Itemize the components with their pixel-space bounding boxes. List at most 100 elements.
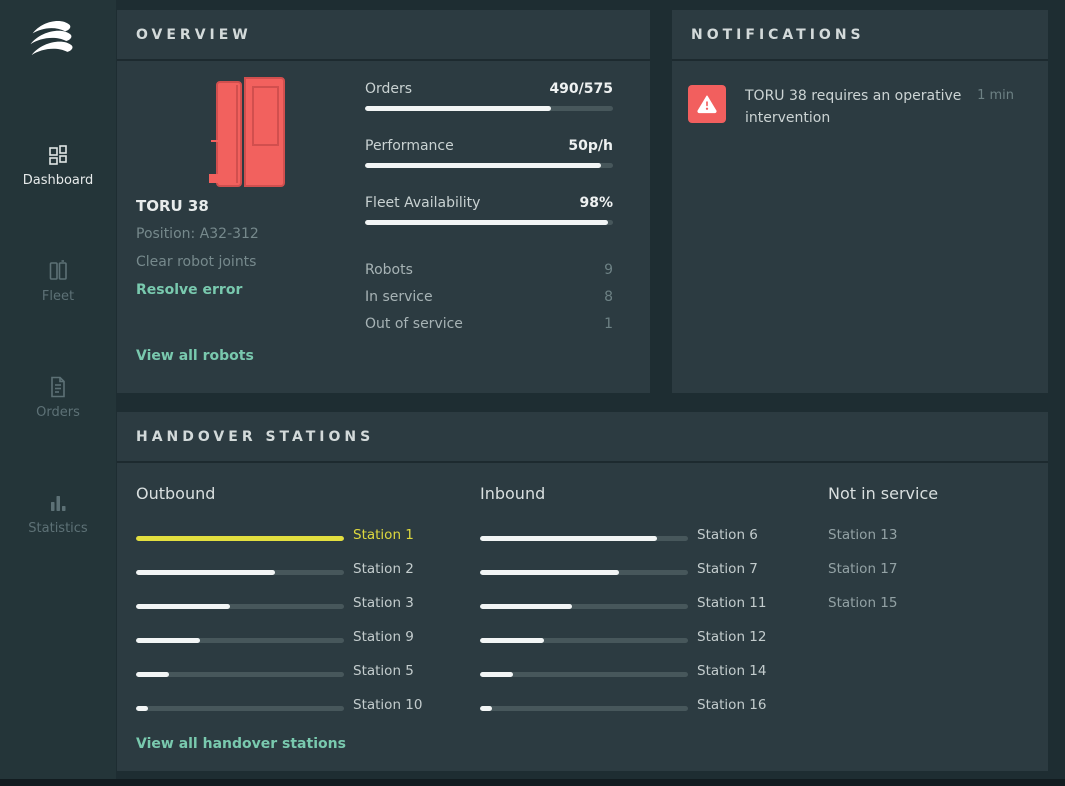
metric-value: 98% [579,195,613,211]
overview-panel: OVERVIEW TORU 38 Position: A32-312 Clear… [117,10,650,393]
station-label: Station 9 [353,629,414,645]
station-progress-track [136,638,344,643]
metric-performance: Performance 50p/h [365,136,613,168]
notifications-title: NOTIFICATIONS [691,26,865,43]
metric-progress-track [365,106,613,111]
station-row: Station 7 [480,552,766,586]
station-progress-track [480,638,688,643]
station-label: Station 12 [697,629,767,645]
view-all-handover-link[interactable]: View all handover stations [136,736,346,752]
station-label: Station 6 [697,527,758,543]
station-progress-fill [480,570,620,575]
count-value: 8 [604,288,613,305]
station-row: Station 15 [828,586,938,620]
handover-column-outbound: Outbound Station 1 Station 2 Station 3 Stati… [136,484,422,722]
metric-head: Orders 490/575 [365,79,613,99]
station-label: Station 7 [697,561,758,577]
station-label: Station 10 [353,697,423,713]
station-progress-fill [136,672,170,677]
window-bottom-edge [0,779,1065,786]
notification-time: 1 min [977,88,1014,103]
count-value: 1 [604,315,613,332]
metric-value: 50p/h [568,138,613,154]
notifications-panel: NOTIFICATIONS TORU 38 requires an operat… [672,10,1048,393]
overview-metrics: Orders 490/575 Performance 50p/h Fleet Avail… [365,79,613,250]
station-progress-track [136,536,344,541]
station-row: Station 3 [136,586,422,620]
count-value: 9 [604,261,613,278]
station-progress-track [136,706,344,711]
station-row: Station 16 [480,688,766,722]
column-heading: Inbound [480,484,546,503]
robot-position: Position: A32-312 [136,226,259,242]
sidebar-item-label: Statistics [28,521,88,536]
sidebar-item-label: Orders [36,405,80,420]
station-row: Station 1 [136,518,422,552]
column-heading: Outbound [136,484,216,503]
resolve-error-link[interactable]: Resolve error [136,282,243,298]
metric-progress-fill [365,220,609,225]
notifications-header: NOTIFICATIONS [672,10,1048,61]
metric-label: Performance [365,138,454,154]
handover-header: HANDOVER STATIONS [117,412,1048,463]
metric-value: 490/575 [549,81,613,97]
metric-progress-track [365,220,613,225]
metric-label: Orders [365,81,413,97]
count-row: Robots 9 [365,256,613,283]
station-progress-track [480,536,688,541]
station-label: Station 3 [353,595,414,611]
station-row: Station 11 [480,586,766,620]
fleet-icon [49,260,67,280]
toru-robot-icon [209,77,285,187]
station-label: Station 5 [353,663,414,679]
sidebar-item-orders[interactable]: Orders [36,375,80,420]
sidebar-item-dashboard[interactable]: Dashboard [22,143,94,188]
station-progress-fill [480,706,493,711]
alert-badge [688,85,726,123]
station-row: Station 14 [480,654,766,688]
handover-column-not-in-service: Not in service Station 13 Station 17 Statio… [828,484,938,620]
station-progress-fill [136,604,230,609]
count-row: Out of service 1 [365,310,613,337]
station-label: Station 2 [353,561,414,577]
metric-head: Fleet Availability 98% [365,193,613,213]
robot-name: TORU 38 [136,197,209,215]
station-row: Station 5 [136,654,422,688]
station-progress-track [480,706,688,711]
station-progress-track [136,570,344,575]
handover-title: HANDOVER STATIONS [136,428,375,445]
station-progress-fill [480,604,572,609]
station-label: Station 13 [828,527,898,543]
sidebar-item-statistics[interactable]: Statistics [28,491,88,536]
metric-progress-track [365,163,613,168]
robot-info: TORU 38 Position: A32-312 Clear robot jo… [136,192,259,304]
robot-status-message: Clear robot joints [136,254,257,270]
station-label: Station 16 [697,697,767,713]
metric-progress-fill [365,163,601,168]
view-all-robots-link[interactable]: View all robots [136,348,254,364]
count-label: Robots [365,261,413,278]
logo-swirl-icon [30,20,73,56]
station-row: Station 6 [480,518,766,552]
station-progress-track [480,672,688,677]
robot-counts: Robots 9 In service 8 Out of service 1 [365,256,613,337]
station-row: Station 12 [480,620,766,654]
sidebar: Dashboard Fleet Orders St [0,0,116,786]
robot-illustration [203,75,291,197]
metric-orders: Orders 490/575 [365,79,613,111]
station-progress-fill [480,536,657,541]
count-row: In service 8 [365,283,613,310]
notification-item[interactable]: TORU 38 requires an operative interventi… [688,85,1032,129]
sidebar-item-fleet[interactable]: Fleet [42,259,74,304]
sidebar-item-label: Dashboard [22,173,94,188]
sidebar-nav: Dashboard Fleet Orders St [0,143,116,607]
station-progress-track [480,570,688,575]
metric-label: Fleet Availability [365,195,481,211]
station-label: Station 11 [697,595,767,611]
station-progress-fill [136,570,276,575]
count-label: Out of service [365,315,463,332]
sidebar-item-label: Fleet [41,289,75,304]
station-progress-track [480,604,688,609]
station-row: Station 9 [136,620,422,654]
metric-progress-fill [365,106,551,111]
